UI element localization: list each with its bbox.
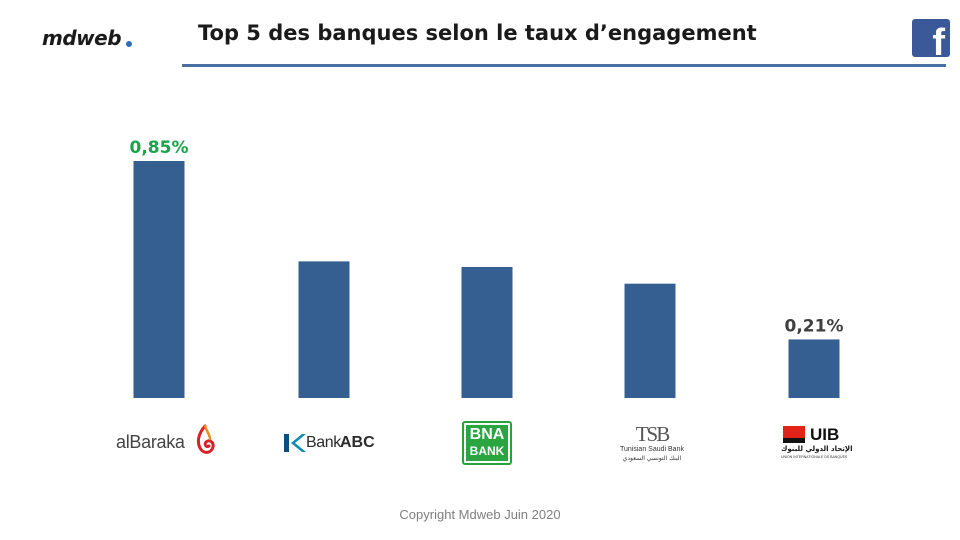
bar-bna-bank — [461, 266, 513, 398]
data-label-uib: 0,21% — [785, 316, 844, 336]
uib-emblem-icon — [783, 426, 805, 443]
uib-subtitle-text: UNION INTERNATIONALE DE BANQUES — [781, 455, 848, 459]
mdweb-logo-dot — [126, 41, 132, 47]
bar-albaraka — [133, 161, 185, 398]
tsb-mark-text: TSB — [635, 422, 671, 446]
page-title: Top 5 des banques selon le taux d’engage… — [198, 21, 757, 45]
bna-bank-text: BANK — [469, 444, 505, 458]
uib-arabic-text: الإتحاد الدولي للبنوك — [781, 445, 853, 453]
data-label-albaraka: 0,85% — [130, 138, 189, 158]
facebook-icon: f — [912, 19, 950, 57]
title-underline — [182, 64, 946, 67]
uib-logo: UIB الإتحاد الدولي للبنوك UNION INTERNAT… — [781, 425, 853, 463]
albaraka-emblem-icon — [196, 424, 215, 454]
bna-text: BNA — [469, 426, 505, 443]
category-label-albaraka: alBaraka — [116, 432, 185, 452]
bank-abc-abc-text: ABC — [340, 434, 375, 451]
uib-name-text: UIB — [810, 425, 840, 444]
bank-abc-emblem-icon — [284, 434, 306, 452]
bank-abc-bank-text: Bank — [306, 434, 341, 451]
bar-tunisian-saudi-bank — [624, 283, 676, 398]
bna-bank-logo: BNA BANK — [462, 421, 512, 465]
bank-abc-logo: Bank ABC — [282, 432, 375, 456]
mdweb-logo: mdweb — [42, 26, 122, 50]
bar-bank-abc — [298, 261, 350, 398]
tsb-arabic-text: البنك التونسي السعودي — [622, 455, 682, 462]
tsb-logo: TSB Tunisian Saudi Bank البنك التونسي ال… — [608, 422, 696, 464]
bar-uib — [788, 339, 840, 398]
albaraka-logo: alBaraka — [112, 424, 216, 456]
copyright-text: Copyright Mdweb Juin 2020 — [399, 507, 561, 522]
tsb-name-text: Tunisian Saudi Bank — [620, 446, 684, 453]
